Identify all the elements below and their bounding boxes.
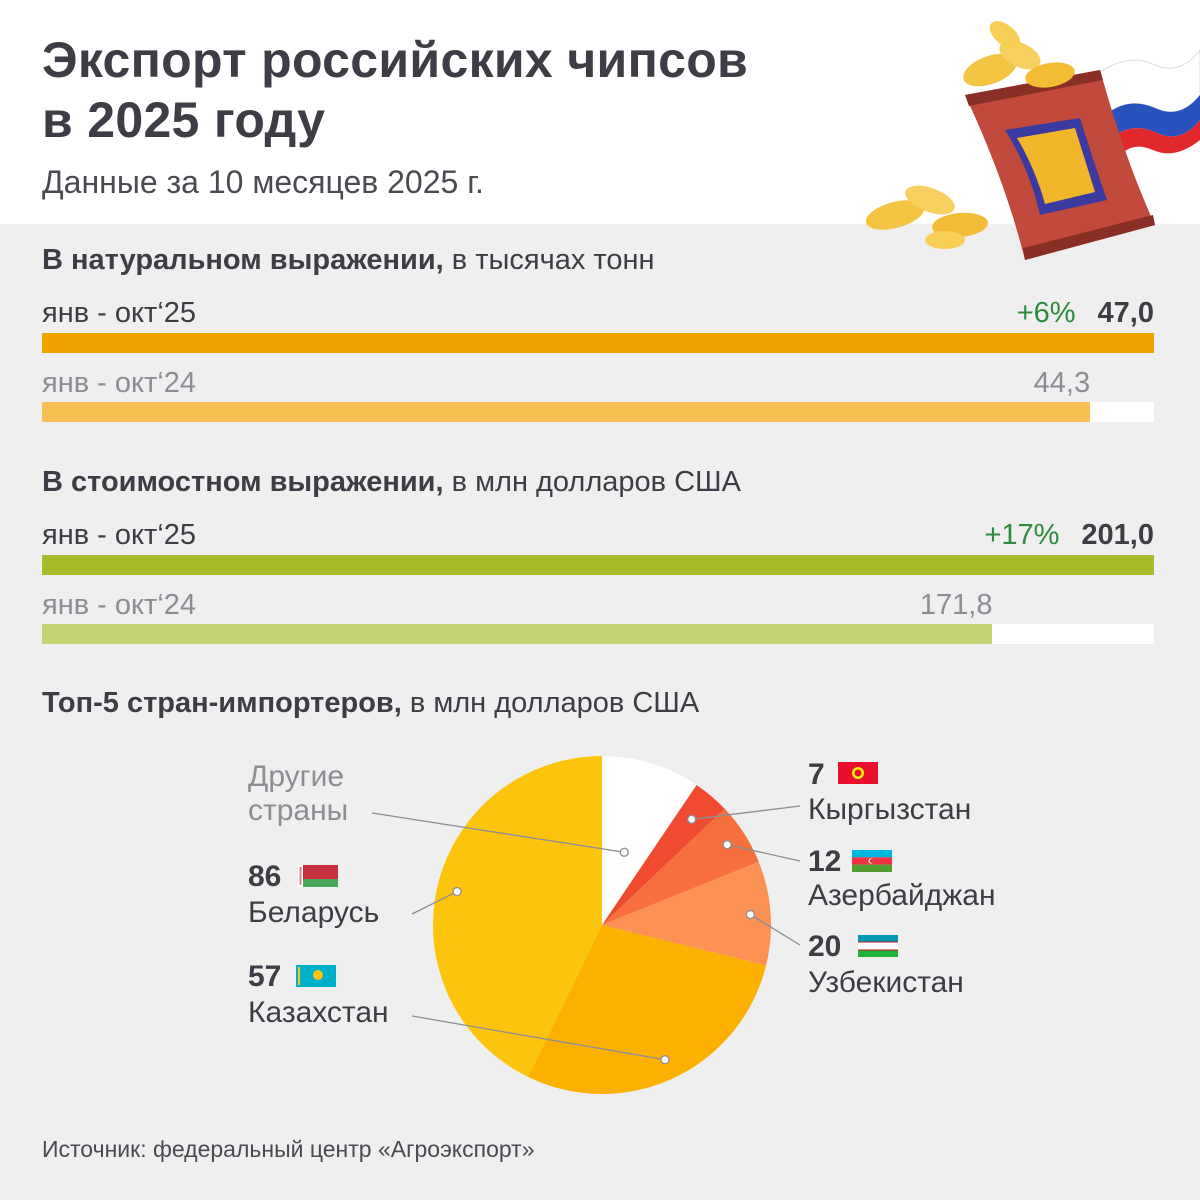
pie-value-belarus: 86	[248, 860, 282, 893]
pie-label-kazakhstan: Казахстан	[248, 996, 389, 1029]
value-current-value: 201,0	[1081, 519, 1154, 551]
pie-leader-kyrgyzstan	[691, 805, 801, 820]
uzbekistan-flag-icon	[858, 935, 898, 957]
kazakhstan-flag-icon	[296, 965, 336, 987]
pie-slice-kazakhstan	[527, 925, 767, 1095]
pie-label-azerbaijan: Азербайджан	[808, 879, 996, 912]
pie-dot-azerbaijan	[722, 840, 732, 850]
pie-dot-belarus	[452, 886, 462, 897]
volume-title-rest: в тысячах тонн	[443, 244, 655, 276]
pie-label-belarus: Беларусь	[248, 896, 380, 929]
russia-flag-icon	[1089, 49, 1200, 160]
top5-section-title: Топ-5 стран-импортеров, в млн долларов С…	[42, 685, 699, 721]
volume-section-title: В натуральном выражении, в тысячах тонн	[42, 242, 655, 278]
volume-previous-value: 44,3	[1033, 367, 1091, 399]
pie-leader-kazakhstan	[411, 1015, 666, 1061]
pie-slice-kyrgyzstan	[602, 784, 725, 925]
pie-label-uzbekistan: Узбекистан	[808, 966, 964, 999]
volume-current-bar	[42, 333, 1154, 353]
value-title-rest: в млн долларов США	[443, 466, 741, 498]
azerbaijan-flag-icon	[852, 850, 892, 872]
pie-label-kyrgyzstan: Кыргызстан	[808, 793, 972, 826]
pie-value-azerbaijan: 12	[808, 845, 842, 878]
page-subtitle: Данные за 10 месяцев 2025 г.	[42, 164, 484, 200]
top5-title-bold: Топ-5 стран-импортеров,	[42, 687, 402, 719]
pie-slice-azerbaijan	[602, 808, 759, 925]
pie-value-uzbekistan: 20	[808, 930, 842, 963]
pie-dot-others	[619, 847, 629, 857]
value-section-title: В стоимостном выражении, в млн долларов …	[42, 464, 741, 500]
pie-slice-belarus	[432, 755, 602, 1077]
value-title-bold: В стоимостном выражении,	[42, 466, 444, 498]
chips-bag-illustration	[865, 21, 1200, 260]
pie-slice-others	[602, 756, 697, 925]
value-previous-track	[42, 624, 1154, 644]
pie-leader-others	[371, 812, 625, 853]
source-note: Источник: федеральный центр «Агроэкспорт…	[42, 1136, 535, 1162]
pie-dot-kazakhstan	[660, 1055, 670, 1065]
title-line-1: Экспорт российских чипсов	[42, 32, 749, 88]
title-line-2: в 2025 году	[42, 92, 326, 148]
pie-value-kyrgyzstan: 7	[808, 758, 825, 791]
volume-growth-label: +6%	[1016, 297, 1076, 329]
pie-label-others-line1: Другие	[248, 760, 345, 793]
pie-slice-uzbekistan	[602, 861, 771, 966]
pie-dot-kyrgyzstan	[686, 814, 697, 824]
value-current-track	[42, 555, 1154, 575]
value-growth-label: +17%	[984, 519, 1060, 551]
value-previous-value: 171,8	[919, 589, 993, 621]
value-current-bar	[42, 555, 1154, 575]
volume-previous-bar	[42, 402, 1091, 422]
volume-current-label: янв - окт‘25	[42, 297, 197, 329]
belarus-flag-icon	[298, 865, 338, 887]
volume-current-value: 47,0	[1097, 297, 1154, 329]
volume-previous-track	[42, 402, 1154, 422]
pie-label-others-line2: страны	[248, 794, 349, 827]
pie-leader-belarus	[411, 891, 458, 915]
pie-value-kazakhstan: 57	[248, 960, 282, 993]
pie-dot-uzbekistan	[745, 909, 756, 920]
volume-current-track	[42, 333, 1154, 353]
top5-title-rest: в млн долларов США	[401, 687, 700, 719]
kyrgyzstan-flag-icon	[838, 762, 878, 784]
pie-leader-uzbekistan	[750, 913, 801, 946]
value-previous-label: янв - окт‘24	[42, 589, 197, 621]
page-title: Экспорт российских чипсов в 2025 году	[42, 30, 748, 150]
volume-previous-label: янв - окт‘24	[42, 367, 197, 399]
value-previous-bar	[42, 624, 993, 644]
volume-title-bold: В натуральном выражении,	[42, 244, 444, 276]
value-current-label: янв - окт‘25	[42, 519, 197, 551]
pie-leader-azerbaijan	[727, 844, 801, 862]
